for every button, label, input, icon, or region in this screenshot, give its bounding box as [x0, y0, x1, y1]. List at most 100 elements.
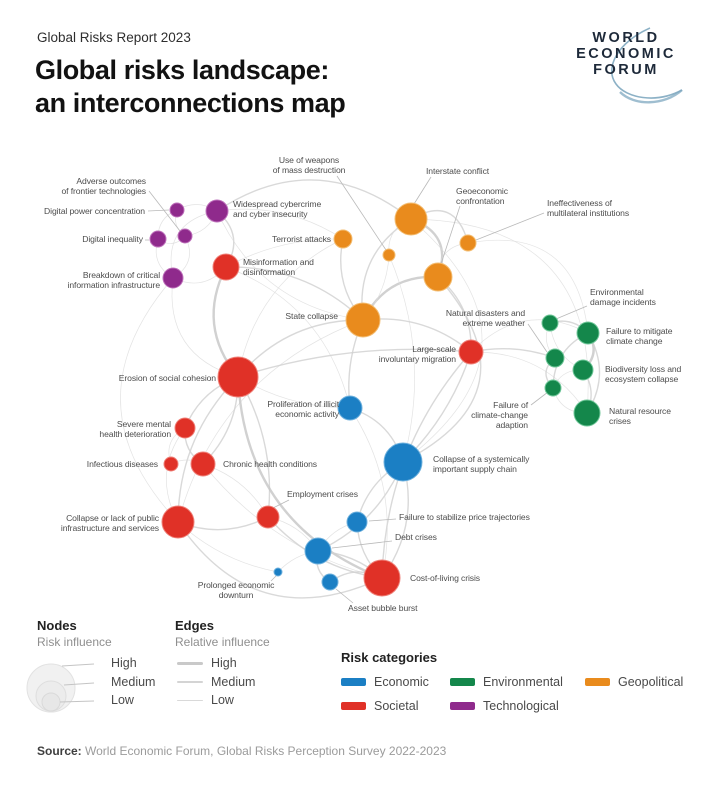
economic-swatch-icon — [341, 678, 366, 686]
label-digital-inequality: Digital inequality — [82, 234, 144, 244]
legend-edges-title: Edges — [175, 618, 215, 633]
label-failure-climate-change-adaption: Failure of climate-change adaption — [471, 400, 529, 430]
node-breakdown-critical-information-infrastructure[interactable] — [162, 267, 184, 289]
node-biodiversity-loss-ecosystem-collapse[interactable] — [572, 359, 594, 381]
legend-risk-categories: Risk categories Economic Environmental G… — [341, 650, 683, 713]
source-prefix: Source: — [37, 744, 82, 758]
page-title: Global risks landscape: an interconnecti… — [35, 54, 346, 120]
edge-ineffectiveness-multilateral-institutions--failure-to-mitigate-climate-change — [467, 239, 589, 334]
edge-widespread-cybercrime--breakdown-critical-information-infrastructure — [170, 210, 218, 279]
node-misinformation-disinformation[interactable] — [212, 253, 240, 281]
societal-swatch-icon — [341, 702, 366, 710]
label-misinformation-disinformation: Misinformation and disinformation — [243, 257, 314, 277]
label-digital-power-concentration: Digital power concentration — [44, 206, 145, 216]
node-debt-crises[interactable] — [304, 537, 332, 565]
geopolitical-swatch-icon — [585, 678, 610, 686]
edge-weight-low-sample — [177, 700, 203, 701]
label-failure-to-mitigate-climate-change: Failure to mitigate climate change — [606, 326, 673, 346]
wef-logo: WORLD ECONOMIC FORUM — [560, 30, 692, 78]
node-size-low-label: Low — [111, 693, 134, 707]
label-environmental-damage-incidents: Environmental damage incidents — [590, 287, 656, 307]
edge-weight-low-label: Low — [211, 693, 234, 707]
edge-collapse-public-infrastructure-services--cost-of-living-crisis — [177, 521, 383, 599]
societal-label: Societal — [374, 699, 419, 713]
edge-misinformation-disinformation--proliferation-illicit-economic-activity — [225, 266, 351, 409]
label-debt-crises: Debt crises — [395, 532, 437, 542]
node-employment-crises[interactable] — [256, 505, 280, 529]
label-large-scale-involuntary-migration: Large-scale involuntary migration — [379, 344, 457, 364]
node-severe-mental-health-deterioration[interactable] — [174, 417, 196, 439]
node-chronic-health-conditions[interactable] — [190, 451, 216, 477]
leader-digital-power-concentration — [147, 209, 170, 212]
node-collapse-public-infrastructure-services[interactable] — [161, 505, 195, 539]
edge-large-scale-involuntary-migration--erosion-of-social-cohesion — [237, 348, 472, 378]
source-text: World Economic Forum, Global Risks Perce… — [81, 744, 447, 758]
leader-employment-crises — [272, 499, 290, 509]
environmental-label: Environmental — [483, 675, 563, 689]
node-interstate-conflict[interactable] — [394, 202, 428, 236]
node-large-scale-involuntary-migration[interactable] — [458, 339, 484, 365]
node-natural-resource-crises[interactable] — [573, 399, 601, 427]
source-line: Source: World Economic Forum, Global Ris… — [37, 744, 446, 758]
leader-adverse-outcomes-frontier-tech — [148, 190, 181, 232]
node-widespread-cybercrime[interactable] — [205, 199, 229, 223]
node-prolonged-economic-downturn[interactable] — [273, 567, 283, 577]
legend-nodes: Nodes Risk influence High Medium Low — [26, 618, 167, 724]
node-collapse-systemically-important-supply-chain[interactable] — [383, 442, 423, 482]
label-natural-resource-crises: Natural resource crises — [609, 406, 671, 426]
label-prolonged-economic-downturn: Prolonged economic downturn — [198, 580, 275, 600]
node-digital-inequality[interactable] — [149, 230, 167, 248]
label-chronic-health-conditions: Chronic health conditions — [223, 459, 317, 469]
node-cost-of-living-crisis[interactable] — [363, 559, 401, 597]
node-digital-power-concentration[interactable] — [169, 202, 185, 218]
node-failure-climate-change-adaption[interactable] — [544, 379, 562, 397]
label-erosion-of-social-cohesion: Erosion of social cohesion — [119, 373, 217, 383]
category-environmental: Environmental — [450, 675, 585, 689]
wef-logo-line1: WORLD — [592, 30, 660, 46]
node-infectious-diseases[interactable] — [163, 456, 179, 472]
edge-interstate-conflict--collapse-systemically-important-supply-chain — [402, 218, 483, 463]
leader-environmental-damage-incidents — [555, 305, 588, 320]
edge-widespread-cybercrime--terrorist-attacks — [216, 208, 344, 240]
label-severe-mental-health-deterioration: Severe mental health deterioration — [99, 419, 171, 439]
edge-chronic-health-conditions--cost-of-living-crisis — [202, 463, 383, 579]
label-use-of-weapons-of-mass-destruction: Use of weapons of mass destruction — [273, 155, 346, 175]
wef-logo-line3: FORUM — [593, 62, 659, 78]
edge-weight-medium-label: Medium — [211, 675, 256, 689]
node-size-medium-label: Medium — [111, 675, 156, 689]
edge-breakdown-critical-information-infrastructure--collapse-public-infrastructure-services — [120, 277, 179, 523]
edge-widespread-cybercrime--state-collapse — [216, 210, 364, 321]
node-environmental-damage-incidents[interactable] — [541, 314, 559, 332]
page-title-line2: an interconnections map — [35, 88, 346, 118]
edge-erosion-of-social-cohesion--collapse-public-infrastructure-services — [177, 376, 239, 523]
edge-weight-high-sample — [177, 662, 203, 665]
node-adverse-outcomes-frontier-tech[interactable] — [177, 228, 193, 244]
technological-label: Technological — [483, 699, 559, 713]
edge-chronic-health-conditions--employment-crises — [202, 463, 269, 518]
node-ineffectiveness-multilateral-institutions[interactable] — [459, 234, 477, 252]
node-state-collapse[interactable] — [345, 302, 381, 338]
label-geoeconomic-confrontation: Geoeconomic confrontation — [456, 186, 509, 206]
node-proliferation-illicit-economic-activity[interactable] — [337, 395, 363, 421]
node-failure-to-mitigate-climate-change[interactable] — [576, 321, 600, 345]
edge-large-scale-involuntary-migration--natural-resource-crises — [470, 351, 588, 414]
leader-debt-crises — [331, 540, 393, 549]
label-state-collapse: State collapse — [285, 311, 338, 321]
node-failure-stabilize-price-trajectories[interactable] — [346, 511, 368, 533]
leader-interstate-conflict — [413, 176, 432, 205]
geopolitical-label: Geopolitical — [618, 675, 684, 689]
node-geoeconomic-confrontation[interactable] — [423, 262, 453, 292]
label-breakdown-critical-information-infrastructure: Breakdown of critical information infrast… — [68, 270, 161, 290]
edge-proliferation-illicit-economic-activity--cost-of-living-crisis — [349, 407, 388, 579]
node-use-of-weapons-of-mass-destruction[interactable] — [382, 248, 396, 262]
node-erosion-of-social-cohesion[interactable] — [217, 356, 259, 398]
node-asset-bubble-burst[interactable] — [321, 573, 339, 591]
node-natural-disasters-extreme-weather[interactable] — [545, 348, 565, 368]
edge-large-scale-involuntary-migration--natural-disasters-extreme-weather — [470, 347, 556, 359]
node-terrorist-attacks[interactable] — [333, 229, 353, 249]
wef-logo-arc-icon — [611, 27, 683, 104]
label-terrorist-attacks: Terrorist attacks — [272, 234, 331, 244]
label-collapse-public-infrastructure-services: Collapse or lack of public infrastructure… — [61, 513, 160, 533]
label-widespread-cybercrime: Widespread cybercrime and cyber insecurit… — [233, 199, 321, 219]
